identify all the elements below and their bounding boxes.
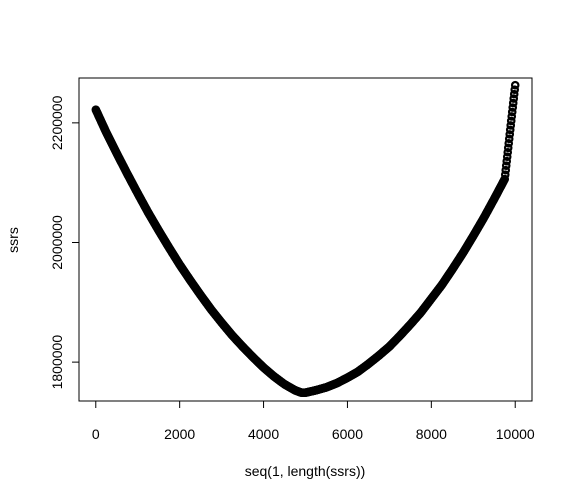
x-tick-label: 6000 bbox=[332, 426, 363, 442]
data-point bbox=[507, 112, 517, 121]
data-point bbox=[506, 116, 516, 126]
data-point bbox=[502, 152, 512, 162]
x-tick-label: 8000 bbox=[416, 426, 447, 442]
data-point bbox=[500, 174, 510, 184]
x-axis-title: seq(1, length(ssrs)) bbox=[245, 463, 366, 479]
data-point bbox=[502, 156, 512, 166]
y-axis-title: ssrs bbox=[5, 227, 21, 253]
x-tick-label: 0 bbox=[92, 426, 100, 442]
data-point bbox=[505, 130, 515, 139]
data-point bbox=[505, 125, 515, 135]
x-tick-label: 4000 bbox=[248, 426, 279, 442]
y-axis: 1800000 2000000 2200000 bbox=[49, 95, 80, 390]
data-point bbox=[509, 89, 519, 99]
data-point bbox=[509, 94, 519, 103]
data-point bbox=[501, 165, 511, 175]
data-point bbox=[508, 103, 518, 112]
x-tick-label: 10000 bbox=[496, 426, 535, 442]
y-tick-label: 1800000 bbox=[49, 335, 65, 390]
x-tick-label: 2000 bbox=[164, 426, 195, 442]
data-point bbox=[504, 139, 514, 148]
data-point bbox=[510, 80, 520, 90]
data-point bbox=[503, 147, 513, 157]
data-point bbox=[504, 134, 514, 144]
data-point bbox=[500, 170, 510, 179]
y-tick-label: 2200000 bbox=[49, 95, 65, 150]
data-point bbox=[510, 85, 520, 94]
data-point bbox=[503, 143, 513, 153]
data-point bbox=[508, 98, 518, 108]
data-point bbox=[506, 121, 516, 130]
data-points bbox=[91, 80, 520, 397]
data-point bbox=[507, 107, 517, 117]
data-point bbox=[501, 161, 511, 170]
y-tick-label: 2000000 bbox=[49, 215, 65, 270]
x-axis: 0 2000 4000 6000 8000 10000 bbox=[92, 400, 535, 442]
